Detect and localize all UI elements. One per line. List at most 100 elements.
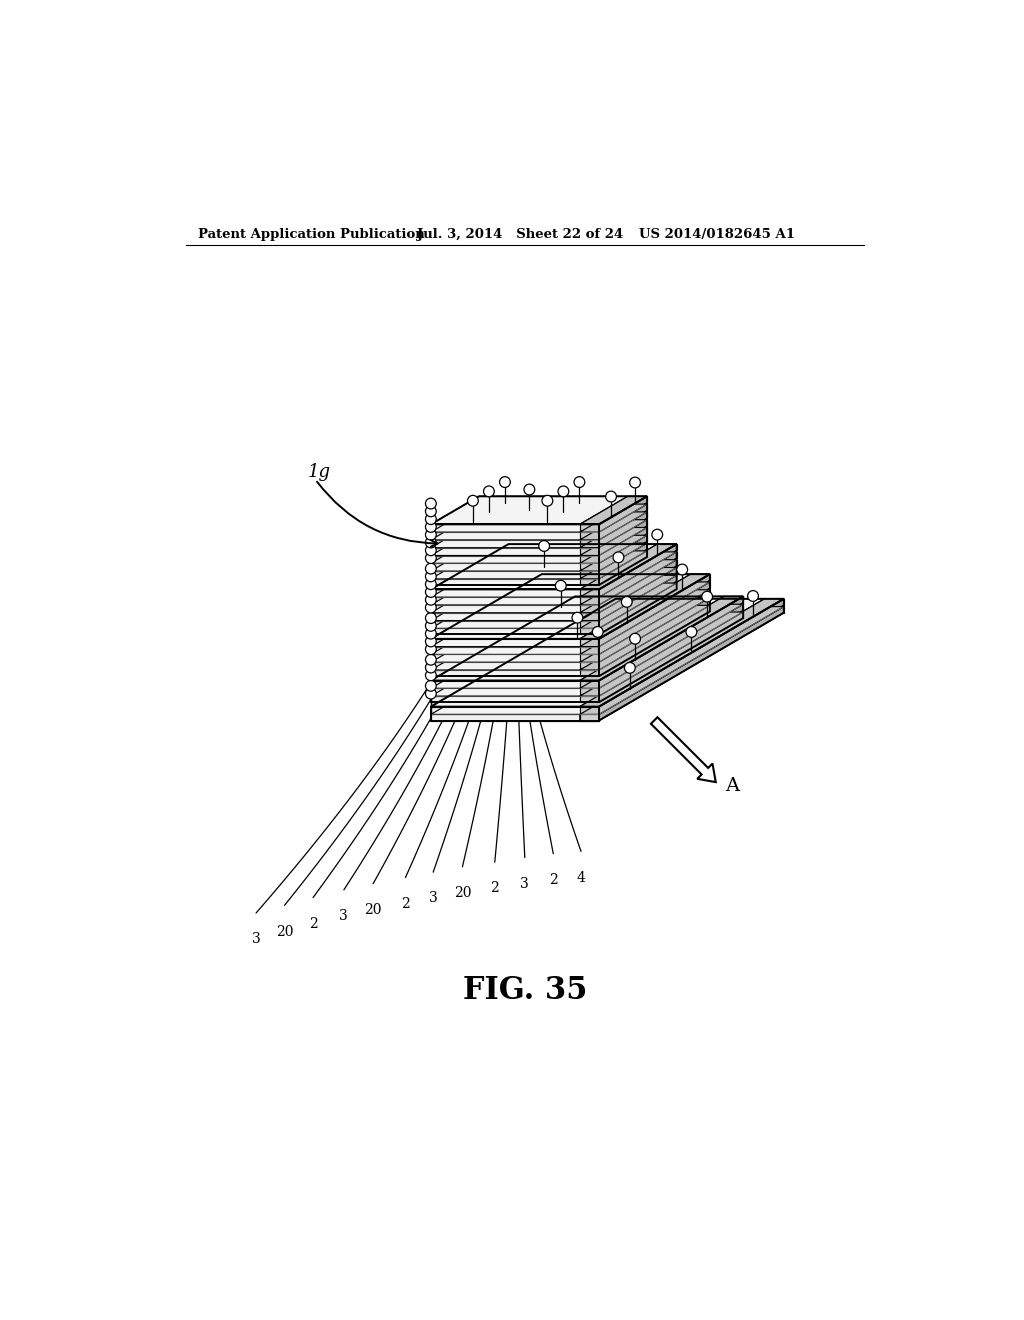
Circle shape [425, 578, 436, 590]
Circle shape [425, 688, 436, 700]
Polygon shape [431, 543, 628, 572]
Polygon shape [691, 590, 710, 595]
Polygon shape [599, 597, 743, 686]
Polygon shape [599, 574, 710, 645]
Polygon shape [580, 597, 743, 681]
Polygon shape [580, 564, 599, 569]
Polygon shape [580, 590, 710, 655]
Polygon shape [628, 550, 647, 557]
Polygon shape [580, 582, 710, 647]
Polygon shape [580, 576, 677, 620]
Polygon shape [580, 590, 691, 660]
Circle shape [630, 634, 640, 644]
Polygon shape [580, 647, 599, 653]
Polygon shape [479, 536, 628, 541]
Polygon shape [580, 706, 599, 713]
Circle shape [425, 594, 436, 605]
Polygon shape [580, 544, 657, 595]
Polygon shape [628, 504, 647, 511]
Polygon shape [724, 597, 743, 602]
Polygon shape [431, 556, 580, 561]
Polygon shape [628, 520, 647, 525]
Polygon shape [599, 582, 710, 653]
Polygon shape [580, 597, 599, 603]
Circle shape [425, 506, 436, 516]
Polygon shape [657, 560, 677, 566]
Polygon shape [431, 496, 628, 524]
Circle shape [572, 612, 583, 623]
Text: US 2014/0182645 A1: US 2014/0182645 A1 [639, 227, 795, 240]
Polygon shape [580, 540, 599, 546]
Polygon shape [599, 512, 647, 546]
Polygon shape [599, 598, 710, 668]
Circle shape [686, 627, 696, 638]
Polygon shape [580, 536, 647, 564]
Polygon shape [599, 606, 710, 676]
Polygon shape [431, 628, 580, 635]
Circle shape [425, 680, 436, 692]
Polygon shape [724, 605, 743, 610]
Polygon shape [580, 607, 765, 721]
Polygon shape [580, 612, 743, 696]
Polygon shape [580, 552, 677, 597]
Circle shape [425, 498, 436, 510]
Polygon shape [509, 583, 657, 589]
Polygon shape [580, 550, 647, 579]
Polygon shape [479, 496, 628, 503]
Polygon shape [580, 552, 657, 603]
Polygon shape [580, 572, 599, 577]
Polygon shape [580, 606, 691, 676]
Polygon shape [580, 607, 783, 714]
Polygon shape [580, 607, 783, 714]
Polygon shape [615, 607, 765, 612]
Polygon shape [479, 550, 628, 557]
Polygon shape [479, 504, 628, 511]
Text: 3: 3 [429, 891, 437, 906]
Polygon shape [628, 528, 647, 533]
Polygon shape [431, 590, 691, 655]
Polygon shape [599, 597, 743, 686]
Polygon shape [580, 579, 599, 585]
Polygon shape [580, 598, 710, 663]
Polygon shape [580, 620, 599, 627]
Polygon shape [580, 606, 710, 671]
Circle shape [701, 591, 713, 602]
Polygon shape [580, 612, 599, 619]
Circle shape [592, 627, 603, 638]
Text: Jul. 3, 2014   Sheet 22 of 24: Jul. 3, 2014 Sheet 22 of 24 [417, 227, 624, 240]
Polygon shape [431, 590, 580, 595]
Polygon shape [580, 706, 599, 713]
FancyArrowPatch shape [317, 482, 437, 546]
Text: 3: 3 [252, 932, 260, 946]
Polygon shape [580, 598, 710, 663]
Polygon shape [599, 544, 677, 595]
Circle shape [425, 636, 436, 647]
Polygon shape [580, 576, 657, 627]
Circle shape [625, 663, 635, 673]
Polygon shape [431, 504, 628, 532]
Polygon shape [599, 528, 647, 561]
Circle shape [425, 612, 436, 623]
Polygon shape [580, 628, 599, 635]
Polygon shape [431, 620, 580, 627]
Polygon shape [580, 688, 599, 694]
Polygon shape [599, 607, 783, 721]
Polygon shape [599, 536, 647, 569]
Polygon shape [628, 536, 647, 541]
Polygon shape [580, 528, 647, 556]
Polygon shape [580, 663, 599, 668]
Text: Patent Application Publication: Patent Application Publication [199, 227, 425, 240]
Polygon shape [431, 639, 580, 645]
Polygon shape [580, 520, 647, 548]
Polygon shape [580, 536, 647, 564]
Polygon shape [431, 597, 580, 603]
Circle shape [652, 529, 663, 540]
Polygon shape [580, 681, 599, 686]
Polygon shape [580, 540, 599, 546]
Polygon shape [580, 574, 710, 639]
Circle shape [558, 486, 568, 496]
Polygon shape [599, 550, 647, 585]
Polygon shape [599, 552, 677, 603]
Polygon shape [599, 544, 677, 595]
Polygon shape [599, 568, 677, 619]
